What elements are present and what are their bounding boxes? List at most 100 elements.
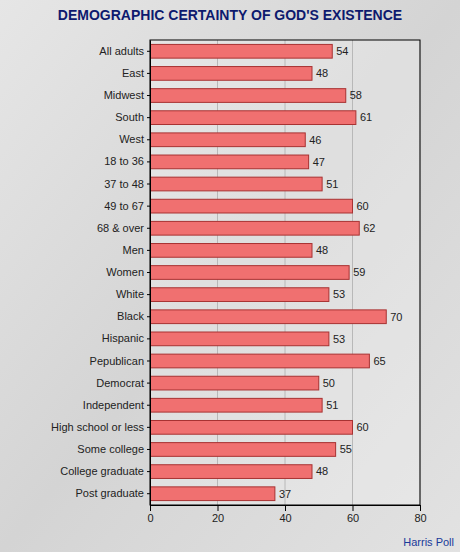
plot-frame: [150, 40, 420, 505]
tick-label: East: [122, 67, 144, 79]
tick: 60: [347, 505, 359, 524]
tick-label: 40: [279, 512, 291, 524]
data-label: 48: [316, 465, 328, 477]
tick-label: Women: [106, 266, 144, 278]
bar: [150, 133, 305, 147]
data-label: 50: [323, 377, 335, 389]
tick-mark: [285, 505, 286, 511]
data-label: 53: [333, 333, 345, 345]
tick-label: 68 & over: [97, 222, 144, 234]
data-label: 48: [316, 244, 328, 256]
tick: 18 to 36: [104, 155, 150, 167]
bar: [150, 67, 312, 81]
tick-mark: [147, 51, 150, 52]
bar: [150, 221, 359, 235]
plot: 5448586146475160624859537053655051605548…: [51, 40, 427, 524]
bar: [150, 420, 353, 434]
tick: Men: [123, 244, 150, 256]
tick-label: Some college: [77, 443, 144, 455]
tick-label: High school or less: [51, 421, 144, 433]
tick-label: Pepublican: [90, 355, 144, 367]
tick-mark: [147, 117, 150, 118]
data-label: 61: [360, 111, 372, 123]
bars: [150, 44, 386, 500]
tick-mark: [147, 272, 150, 273]
tick: Hispanic: [102, 332, 150, 344]
tick-label: White: [116, 288, 144, 300]
bar: [150, 266, 349, 280]
tick-mark: [147, 338, 150, 339]
annotation: Harris Poll: [403, 536, 454, 548]
tick-mark: [147, 405, 150, 406]
data-label: 53: [333, 288, 345, 300]
bar: [150, 487, 275, 501]
data-label: 60: [357, 421, 369, 433]
grid: [150, 40, 420, 505]
tick: 80: [414, 505, 426, 524]
tick: 68 & over: [97, 222, 150, 234]
tick: Women: [106, 266, 150, 278]
tick-label: Black: [117, 310, 144, 322]
tick-mark: [147, 206, 150, 207]
bar: [150, 376, 319, 390]
bar: [150, 465, 312, 479]
tick: High school or less: [51, 421, 150, 433]
tick-mark: [147, 360, 150, 361]
tick: Black: [117, 310, 150, 322]
bar: [150, 354, 369, 368]
tick-mark: [147, 493, 150, 494]
tick: East: [122, 67, 150, 79]
data-label: 51: [326, 399, 338, 411]
data-label: 47: [313, 156, 325, 168]
tick-mark: [147, 449, 150, 450]
tick: 20: [212, 505, 224, 524]
data-label: 54: [336, 45, 348, 57]
tick-label: 80: [414, 512, 426, 524]
tick-mark: [147, 95, 150, 96]
chart: DEMOGRAPHIC CERTAINTY OF GOD'S EXISTENCE…: [0, 0, 460, 552]
tick: 40: [279, 505, 291, 524]
tick-mark: [147, 316, 150, 317]
data-label: 48: [316, 67, 328, 79]
tick-mark: [147, 471, 150, 472]
bar: [150, 155, 309, 169]
data-label: 65: [373, 355, 385, 367]
tick-label: West: [119, 133, 144, 145]
tick: 37 to 48: [104, 178, 150, 190]
bar: [150, 244, 312, 258]
bar: [150, 44, 332, 58]
axis-line: [150, 41, 151, 506]
tick-label: South: [115, 111, 144, 123]
tick-mark: [147, 250, 150, 251]
tick-mark: [147, 294, 150, 295]
tick-mark: [147, 383, 150, 384]
background: [0, 0, 460, 552]
tick-label: 20: [212, 512, 224, 524]
bar: [150, 89, 346, 103]
tick-mark: [147, 427, 150, 428]
bar: [150, 398, 322, 412]
tick-mark: [420, 505, 421, 511]
bar: [150, 288, 329, 302]
tick: All adults: [99, 45, 150, 57]
tick-label: College graduate: [60, 465, 144, 477]
annotations: Harris Poll: [403, 536, 454, 548]
tick-mark: [150, 505, 151, 511]
data-label: 55: [340, 443, 352, 455]
bar: [150, 332, 329, 346]
title: DEMOGRAPHIC CERTAINTY OF GOD'S EXISTENCE: [58, 7, 402, 23]
tick-label: 49 to 67: [104, 200, 144, 212]
data-label: 62: [363, 222, 375, 234]
bar: [150, 199, 353, 213]
tick-mark: [147, 73, 150, 74]
tick: West: [119, 133, 150, 145]
data-label: 70: [390, 311, 402, 323]
bar: [150, 310, 386, 324]
tick-mark: [218, 505, 219, 511]
bar: [150, 111, 356, 125]
tick-label: 0: [147, 512, 153, 524]
tick-mark: [147, 184, 150, 185]
tick-mark: [353, 505, 354, 511]
tick-label: 37 to 48: [104, 178, 144, 190]
data-label: 59: [353, 266, 365, 278]
